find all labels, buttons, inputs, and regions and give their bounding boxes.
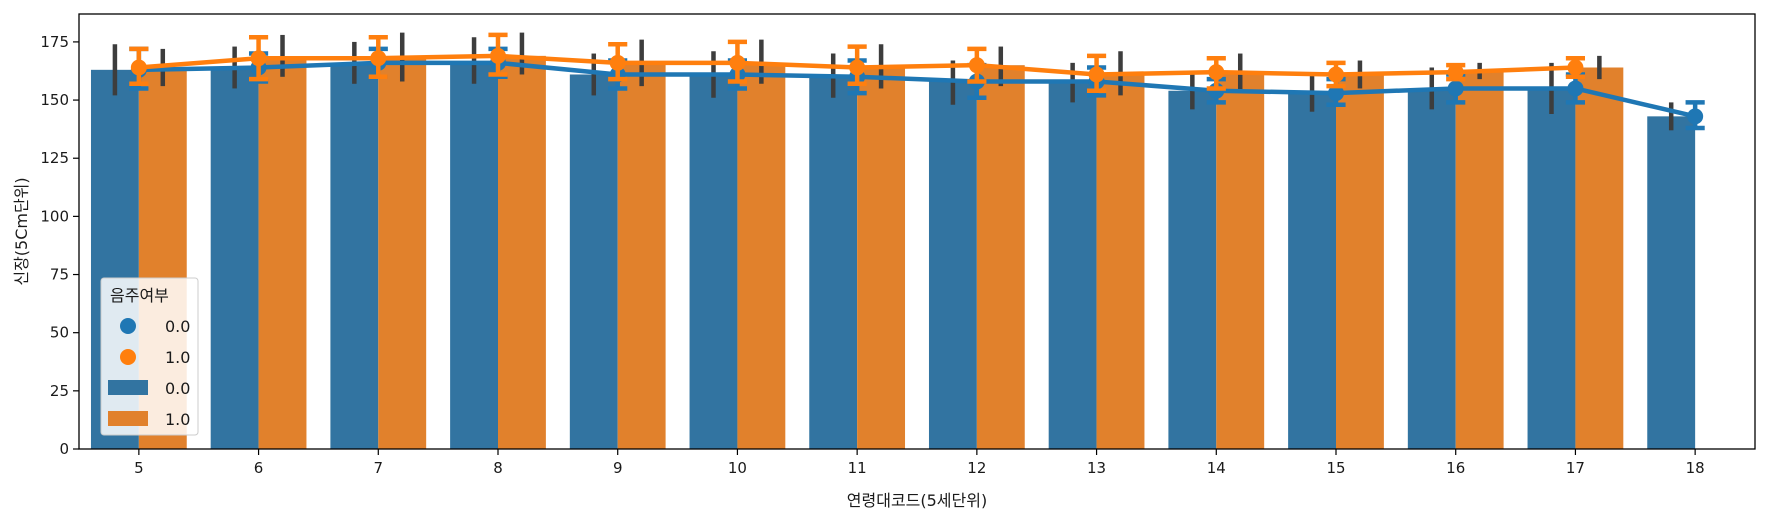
- bar-0.0-8: [450, 62, 498, 449]
- bar-0.0-7: [330, 62, 379, 449]
- legend-marker-bar-1.0: [108, 411, 148, 426]
- x-axis-label: 연령대코드(5세단위): [847, 491, 987, 510]
- point-marker-1.0-10: [729, 54, 746, 71]
- x-tick-label-5: 5: [134, 459, 144, 477]
- legend-box: [100, 277, 199, 436]
- bar-0.0-14: [1168, 90, 1217, 449]
- bar-0.0-9: [569, 74, 618, 449]
- x-tick-label-8: 8: [493, 459, 503, 477]
- bar-1.0-15: [1336, 74, 1384, 449]
- point-marker-1.0-6: [250, 50, 267, 67]
- point-series-layer: [129, 32, 1705, 131]
- y-tick-label-0: 0: [59, 440, 69, 458]
- y-tick-label-50: 50: [50, 324, 69, 342]
- y-tick-label-75: 75: [50, 266, 69, 284]
- point-line-0.0: [138, 60, 1696, 119]
- legend-marker-point-0.0: [120, 318, 136, 334]
- legend-label-bar-1.0: 1.0: [165, 410, 190, 429]
- x-tick-label-9: 9: [613, 459, 623, 477]
- bar-0.0-15: [1288, 93, 1336, 449]
- x-tick-label-11: 11: [848, 459, 867, 477]
- y-tick-label-175: 175: [40, 33, 69, 51]
- bar-1.0-6: [258, 58, 307, 449]
- bar-0.0-17: [1527, 88, 1576, 449]
- point-marker-1.0-9: [609, 54, 626, 71]
- point-marker-1.0-15: [1328, 66, 1344, 83]
- bars-layer: [90, 55, 1696, 450]
- x-tick-label-6: 6: [254, 459, 264, 477]
- y-tick-label-150: 150: [40, 91, 69, 109]
- plot-frame: [78, 13, 1756, 450]
- point-marker-1.0-13: [1088, 66, 1105, 83]
- bar-1.0-8: [498, 55, 546, 450]
- x-tick-label-18: 18: [1686, 459, 1705, 477]
- point-marker-1.0-16: [1447, 64, 1464, 81]
- bar-0.0-10: [689, 74, 738, 449]
- bar-1.0-14: [1216, 72, 1265, 449]
- legend-label-point-0.0: 0.0: [165, 317, 190, 336]
- legend-label-point-1.0: 1.0: [165, 348, 190, 367]
- legend-marker-bar-0.0: [108, 380, 148, 395]
- x-tick-label-17: 17: [1566, 459, 1585, 477]
- bar-0.0-16: [1407, 88, 1456, 449]
- bar-1.0-10: [737, 62, 786, 449]
- bar-1.0-12: [976, 65, 1025, 450]
- bar-0.0-13: [1048, 81, 1097, 449]
- point-marker-0.0-15: [1328, 85, 1344, 102]
- point-marker-0.0-16: [1447, 80, 1464, 97]
- bar-1.0-9: [617, 62, 666, 449]
- point-marker-1.0-14: [1208, 64, 1225, 81]
- y-axis-label: 신장(5Cm단위): [12, 177, 31, 285]
- x-tick-label-15: 15: [1326, 459, 1345, 477]
- point-marker-1.0-17: [1567, 59, 1584, 76]
- bar-1.0-13: [1096, 74, 1145, 449]
- x-tick-label-7: 7: [374, 459, 384, 477]
- point-marker-0.0-18: [1687, 108, 1704, 125]
- x-tick-label-16: 16: [1446, 459, 1465, 477]
- legend: 음주여부 0.0 1.0 0.0 1.0: [100, 277, 199, 436]
- point-marker-1.0-5: [130, 59, 147, 76]
- bar-0.0-6: [210, 67, 259, 449]
- y-tick-label-125: 125: [40, 149, 69, 167]
- x-tick-label-13: 13: [1087, 459, 1106, 477]
- bar-1.0-11: [857, 67, 906, 449]
- bar-1.0-7: [378, 58, 427, 449]
- legend-label-bar-0.0: 0.0: [165, 379, 190, 398]
- legend-marker-point-1.0: [120, 349, 136, 365]
- y-axis: 0 25 50 75 100 125 150 175: [40, 33, 79, 458]
- bar-1.0-17: [1575, 67, 1624, 449]
- point-marker-0.0-17: [1567, 80, 1584, 97]
- bar-1.0-16: [1455, 72, 1504, 449]
- bar-0.0-18: [1647, 116, 1696, 450]
- x-tick-label-12: 12: [967, 459, 986, 477]
- y-tick-label-25: 25: [50, 382, 69, 400]
- bar-0.0-11: [809, 76, 858, 449]
- x-axis: 5 6 7 8 9 10 11 12 13 14 15 16 17 18: [134, 449, 1705, 477]
- point-marker-1.0-11: [849, 59, 866, 76]
- point-marker-1.0-8: [490, 47, 506, 64]
- point-marker-1.0-7: [370, 50, 387, 67]
- point-marker-1.0-12: [968, 57, 985, 74]
- x-tick-label-10: 10: [728, 459, 747, 477]
- y-tick-label-100: 100: [40, 207, 69, 225]
- bar-0.0-12: [928, 81, 977, 449]
- x-tick-label-14: 14: [1207, 459, 1226, 477]
- legend-title: 음주여부: [110, 286, 169, 305]
